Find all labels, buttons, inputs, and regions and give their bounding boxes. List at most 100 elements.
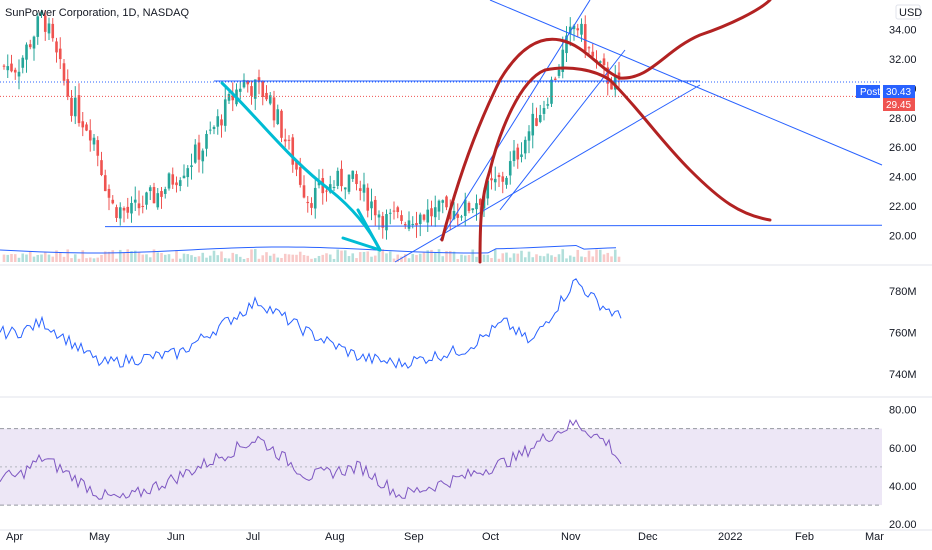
volume-bar [448,250,452,262]
candle-body [163,189,167,194]
volume-bar [542,256,546,262]
candle-body [283,139,287,142]
volume-bar [148,257,152,262]
volume-bar [70,258,73,262]
rsi-axis-tick-label: 20.00 [889,519,917,531]
post-value: 30.43 [886,87,911,98]
upper-curve-drawing [440,0,772,242]
volume-bar [508,257,512,262]
volume-bar [186,254,190,262]
candle-body [415,223,418,226]
candle-body [358,188,362,191]
candle-body [347,174,351,192]
candle-body [475,203,478,210]
volume-bar [13,254,17,262]
volume-bar [430,249,433,262]
candle-body [355,174,358,185]
candle-body [272,97,276,121]
volume-bar [610,256,613,262]
currency-label: USD [899,7,922,19]
volume-bar [437,249,441,262]
volume-bar [306,255,310,262]
candle-body [418,214,422,225]
price-axis-tick-label: 20.00 [889,231,917,243]
time-axis-label: Jul [246,531,260,543]
volume-bar [126,249,130,262]
candle-body [508,161,512,176]
candle-body [396,207,400,213]
freehand-drawings[interactable] [220,0,772,264]
volume-bar [295,254,298,262]
volume-bar [250,249,253,262]
candle-body [6,66,10,71]
volume-bar [43,252,47,262]
candle-body [81,121,85,128]
candle-body [400,215,403,221]
volume-bar [160,253,163,262]
volume-bar [145,254,148,262]
candle-body [92,137,96,145]
candle-body [227,93,231,101]
candle-body [51,23,55,39]
volume-bar [538,255,542,262]
rsi-axis[interactable]: 20.00 40.00 60.00 80.00 [889,405,917,532]
volume-bar [482,254,486,262]
candle-body [602,58,606,66]
rsi-axis-tick-label: 40.00 [889,481,917,493]
candle-body [606,67,610,84]
candle-body [208,129,212,131]
time-axis-label: Oct [482,531,499,543]
volume-bar [178,258,182,262]
price-axis-tick-label: 24.00 [889,172,917,184]
volume-bar [535,254,538,262]
candle-body [201,150,205,162]
candle-body [460,216,463,218]
volume-bar [302,255,306,262]
candle-body [13,69,17,73]
volume-bar [613,249,617,262]
volume-bar [6,254,10,262]
candle-body [280,110,283,138]
indicator-line [0,278,622,369]
candle-body [370,201,373,209]
candle-body [546,104,550,106]
volume-bar [546,253,550,262]
candle-body [433,207,437,218]
volume-bar [467,255,471,262]
candlestick-series[interactable] [2,9,621,240]
volume-bar [163,254,167,262]
volume-bar [561,249,565,262]
candle-body [373,199,377,216]
ascending-trendline [394,84,701,263]
currency-badge[interactable]: USD [895,4,922,20]
volume-bar [81,250,85,262]
time-axis-label: 2022 [718,531,742,543]
volume-bar [332,258,336,262]
volume-bar [88,257,92,262]
candle-body [186,168,190,178]
candle-body [55,41,58,53]
volume-bar [583,257,587,262]
candle-body [302,185,306,198]
candle-body [471,208,475,211]
volume-bar [130,251,133,262]
volume-bar [486,254,490,262]
volume-bar [193,256,197,262]
volume-bar [246,258,250,262]
time-axis[interactable]: Apr May Jun Jul Aug Sep Oct Nov Dec 2022 Feb Mar [6,531,884,543]
volume-bar [223,258,227,262]
candle-body [141,205,145,207]
candle-body [550,79,553,104]
trendline-drawings[interactable] [0,0,883,263]
volume-bar [373,255,377,262]
volume-bar [328,254,332,262]
candle-body [17,71,21,77]
volume-bar [205,257,208,262]
volume-bar [602,254,606,262]
volume-bar [100,254,103,262]
price-axis-tick-label: 26.00 [889,142,917,154]
indicator-axis[interactable]: 740M 760M 780M [889,286,917,381]
candle-body [351,170,355,179]
